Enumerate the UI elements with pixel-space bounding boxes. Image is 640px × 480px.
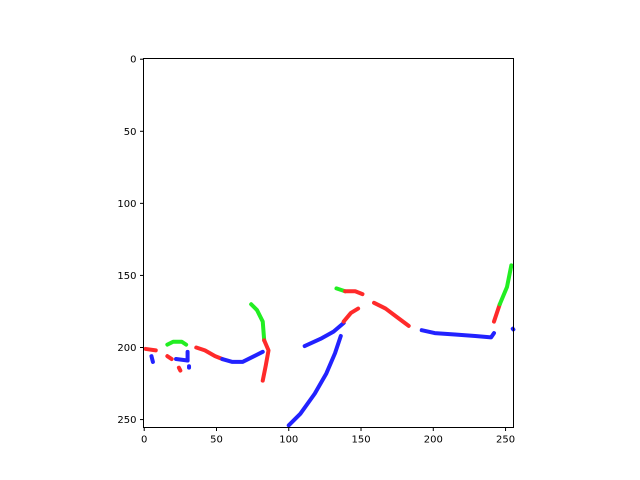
- x-tick-label: 100: [279, 435, 298, 446]
- stroke-red-19: [491, 302, 502, 324]
- stroke-blue-13: [302, 320, 346, 349]
- x-tick-label: 0: [141, 435, 147, 446]
- y-tick-label: 0: [130, 55, 136, 66]
- x-tick-label: 150: [351, 435, 370, 446]
- stroke-blue-12: [286, 333, 343, 428]
- y-axis: 0 50 100 150 200 250: [117, 55, 144, 426]
- stroke-red-17: [372, 300, 411, 328]
- axes-frame: [143, 58, 514, 428]
- y-tick-label: 250: [117, 415, 136, 426]
- y-tick-label: 150: [117, 271, 136, 282]
- x-tick-label: 50: [210, 435, 223, 446]
- stroke-red-11: [260, 338, 271, 383]
- stroke-red-16: [341, 306, 361, 324]
- stroke-red-8: [194, 345, 225, 362]
- x-tick-label: 200: [424, 435, 443, 446]
- x-axis: 0 50 100 150 200 250: [141, 427, 515, 446]
- stroke-blue-9: [220, 349, 265, 364]
- stroke-red-0: [143, 346, 158, 353]
- stroke-red-3: [165, 354, 174, 362]
- y-tick-label: 200: [117, 343, 136, 354]
- stroke-blue-18: [419, 328, 496, 340]
- x-tick-label: 250: [496, 435, 515, 446]
- image-strokes: [143, 263, 516, 428]
- stroke-red-4: [176, 365, 183, 373]
- stroke-blue-1: [149, 354, 155, 364]
- y-tick-label: 100: [117, 199, 136, 210]
- stroke-red-15: [343, 289, 365, 297]
- y-tick-label: 50: [124, 127, 137, 138]
- stroke-green-10: [249, 302, 267, 343]
- stroke-green-20: [497, 263, 514, 307]
- stroke-green-2: [165, 339, 189, 347]
